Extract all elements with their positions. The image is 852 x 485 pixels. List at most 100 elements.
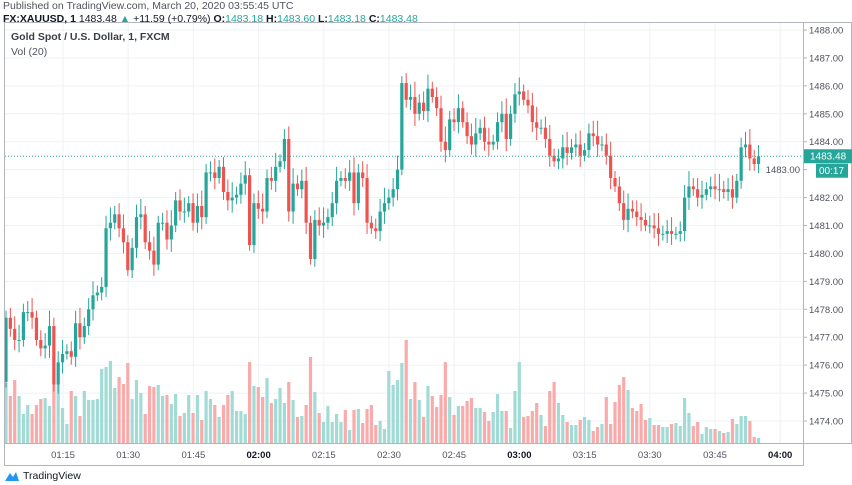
candle: [343, 168, 347, 189]
volume-bar: [526, 416, 530, 443]
candle-body: [474, 133, 478, 145]
candle-body: [526, 99, 530, 106]
volume-bar: [648, 418, 652, 443]
candle: [69, 341, 73, 365]
volume-bar: [335, 414, 339, 443]
candle: [469, 123, 474, 155]
volume-bar: [626, 390, 630, 443]
candle: [504, 98, 508, 152]
close-label: C:: [368, 13, 380, 25]
candle: [500, 101, 504, 133]
last-price: 1483.48: [78, 13, 117, 25]
candle: [495, 112, 500, 150]
y-tick-label: 1487.00: [809, 53, 843, 64]
volume-bar: [204, 391, 208, 443]
candle: [735, 173, 739, 204]
volume-bar: [56, 385, 60, 443]
volume-bar: [326, 406, 330, 443]
volume-bar: [8, 396, 12, 443]
volume-bar: [726, 432, 730, 443]
time-axis[interactable]: [4, 443, 804, 466]
candle: [30, 298, 34, 329]
candle: [108, 207, 112, 241]
candle: [200, 190, 204, 230]
candle-body: [656, 228, 661, 234]
volume-bar: [378, 421, 382, 443]
open-label: O:: [213, 13, 226, 25]
candle: [513, 83, 517, 123]
volume-bar: [635, 411, 639, 443]
series-title[interactable]: Gold Spot / U.S. Dollar, 1, FXCM: [11, 31, 170, 43]
candle: [674, 226, 678, 240]
candle-body: [182, 211, 186, 213]
candle-body: [104, 228, 108, 287]
candle: [482, 116, 487, 151]
candle: [326, 208, 330, 230]
volume-bar: [574, 425, 578, 443]
candle-body: [282, 138, 286, 162]
candle: [474, 117, 478, 157]
candle: [100, 277, 104, 301]
x-tick-label: 03:15: [573, 450, 597, 461]
candle-body: [574, 144, 578, 148]
countdown-text: 00:17: [819, 166, 844, 177]
volume-bar: [448, 397, 452, 443]
volume-bar: [465, 401, 469, 443]
volume-bar: [530, 411, 534, 443]
volume-bar: [91, 400, 95, 443]
volume-bar: [274, 399, 278, 443]
candle: [78, 307, 82, 350]
candle: [678, 221, 682, 242]
candle: [752, 150, 756, 171]
volume-bar: [661, 427, 665, 443]
y-tick-label: 1474.00: [809, 417, 843, 428]
candle: [539, 119, 543, 135]
volume-bar: [439, 395, 443, 443]
candle-body: [174, 200, 178, 226]
x-tick-label: 04:00: [768, 450, 792, 461]
candle: [709, 176, 713, 198]
candle: [295, 175, 300, 196]
candle: [8, 307, 12, 337]
open-value: 1483.18: [225, 13, 264, 25]
volume-bar: [478, 408, 482, 443]
volume-bar: [239, 411, 243, 443]
volume-bar: [495, 394, 500, 443]
candle-body: [726, 189, 730, 192]
candle: [569, 138, 574, 160]
published-note: Published on TradingView.com, March 20, …: [3, 0, 294, 12]
volume-bar: [248, 362, 252, 443]
volume-bar: [548, 391, 552, 443]
candle-body: [152, 250, 156, 265]
candle: [182, 197, 186, 223]
y-tick-label: 1488.00: [809, 26, 843, 37]
volume-bar: [230, 391, 234, 443]
candle-body: [743, 144, 748, 148]
volume-legend[interactable]: Vol (20): [11, 46, 48, 58]
candle: [43, 333, 47, 359]
candle: [443, 126, 447, 163]
volume-bar: [308, 357, 313, 443]
candle: [622, 190, 626, 230]
candle-body: [13, 328, 17, 341]
candle: [256, 190, 260, 219]
candle: [252, 193, 256, 253]
volume-bar: [408, 399, 413, 443]
candle-body: [191, 203, 195, 223]
volume-bar: [522, 417, 526, 443]
quote-line: FX:XAUUSD, 1 1483.48 ▲ +11.59 (+0.79%) O…: [3, 13, 418, 25]
candle: [522, 84, 526, 106]
volume-bar: [474, 408, 478, 443]
volume-bar: [291, 400, 295, 443]
volume-bar: [565, 422, 569, 443]
up-arrow-icon: ▲: [119, 13, 131, 25]
volume-bar: [208, 399, 213, 443]
candle-body: [178, 200, 182, 212]
candle-body: [30, 312, 34, 318]
volume-bar: [700, 434, 704, 443]
volume-bar: [169, 404, 173, 443]
x-tick-label: 03:45: [703, 450, 727, 461]
volume-bar: [130, 399, 134, 443]
candle-body: [456, 108, 460, 123]
